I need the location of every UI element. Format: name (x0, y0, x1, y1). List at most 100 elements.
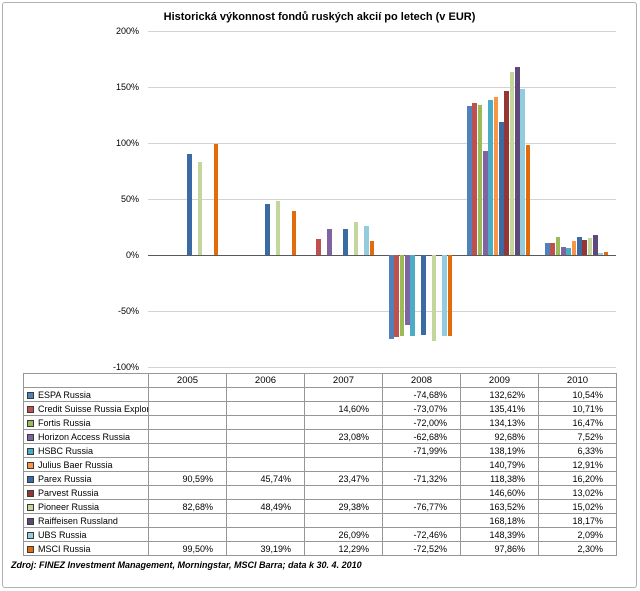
chart-bar (504, 90, 509, 255)
value-cell (226, 415, 305, 430)
value-cell (148, 527, 227, 542)
table-row: Raiffeisen Russland 168,18% 18,17% (23, 513, 617, 528)
value-cell (148, 401, 227, 416)
value-cell: 92,68% (460, 429, 539, 444)
chart-bar (509, 71, 515, 255)
value-cell: 12,29% (304, 541, 383, 556)
chart-bar (598, 252, 603, 255)
gridline (148, 367, 616, 368)
year-header: 2008 (382, 373, 461, 388)
value-cell: -72,52% (382, 541, 461, 556)
chart-bar (431, 255, 437, 341)
gridline (148, 31, 616, 32)
gridline (148, 311, 616, 312)
value-cell: 23,08% (304, 429, 383, 444)
legend-swatch (27, 391, 34, 399)
table-row: Credit Suisse Russia Explorer 14,60% -73,0… (23, 401, 617, 416)
value-cell (226, 513, 305, 528)
table-row: Parex Russia 90,59% 45,74% 23,47% -71,32% 118… (23, 471, 617, 486)
value-cell: 10,71% (538, 401, 617, 416)
chart-bar (593, 234, 598, 255)
chart-bar (493, 97, 499, 255)
table-row: Parvest Russia 146,60% 13,02% (23, 485, 617, 500)
legend-swatch (27, 545, 34, 553)
table-row: MSCI Russia 99,50% 39,19% 12,29% -72,52% 97,8… (23, 541, 617, 556)
series-name: Horizon Access Russia (38, 431, 131, 442)
chart-area: 200% 150% 100% 50% 0% -50% -100% (3, 23, 636, 373)
value-cell: 29,38% (304, 499, 383, 514)
gridline (148, 143, 616, 144)
legend-swatch (27, 405, 34, 413)
gridline (148, 87, 616, 88)
legend-swatch (27, 503, 34, 511)
value-cell (304, 443, 383, 458)
chart-title: Historická výkonnost fondů ruských akcií… (163, 11, 476, 23)
y-axis-label: 50% (120, 194, 139, 204)
chart-bar (399, 255, 405, 336)
chart-bar (410, 255, 415, 336)
value-cell: 90,59% (148, 471, 227, 486)
series-name: HSBC Russia (38, 445, 94, 456)
chart-bar (499, 122, 504, 255)
chart-bar (577, 236, 582, 255)
chart-bar (550, 243, 555, 255)
x-axis-line (148, 255, 616, 256)
chart-bar (515, 66, 520, 255)
chart-bar (291, 211, 297, 255)
chart-bar (566, 247, 571, 255)
value-cell (226, 527, 305, 542)
chart-bar (343, 228, 348, 255)
value-cell: 45,74% (226, 471, 305, 486)
chart-bar (467, 106, 472, 255)
legend-swatch (27, 433, 34, 441)
value-cell (148, 513, 227, 528)
chart-bar (265, 203, 270, 255)
value-cell: -71,32% (382, 471, 461, 486)
value-cell: 82,68% (148, 499, 227, 514)
value-cell: -72,00% (382, 415, 461, 430)
series-name: ESPA Russia (38, 389, 91, 400)
year-header: 2009 (460, 373, 539, 388)
chart-bar (421, 255, 426, 335)
value-cell: 148,39% (460, 527, 539, 542)
value-cell (304, 415, 383, 430)
table-row: Pioneer Russia 82,68% 48,49% 29,38% -76,77% 1… (23, 499, 617, 514)
value-cell: 132,62% (460, 387, 539, 402)
chart-bar (442, 255, 447, 337)
value-cell (148, 429, 227, 444)
value-cell (148, 485, 227, 500)
value-cell: 168,18% (460, 513, 539, 528)
value-cell: 13,02% (538, 485, 617, 500)
value-cell: 16,47% (538, 415, 617, 430)
value-cell: 14,60% (304, 401, 383, 416)
series-name: Credit Suisse Russia Explorer (38, 403, 149, 414)
value-cell (304, 387, 383, 402)
value-cell: -72,46% (382, 527, 461, 542)
chart-bar (477, 104, 483, 255)
value-cell (226, 401, 305, 416)
value-cell: -71,99% (382, 443, 461, 458)
chart-bar (197, 162, 203, 255)
value-cell: 97,86% (460, 541, 539, 556)
year-header: 2006 (226, 373, 305, 388)
table-row: HSBC Russia -71,99% 138,19% 6,33% (23, 443, 617, 458)
year-header: 2005 (148, 373, 227, 388)
value-cell (382, 513, 461, 528)
value-cell (148, 387, 227, 402)
data-table: 2005 2006 2007 2008 2009 2010 ESPA Russia -74,6… (23, 373, 617, 556)
value-cell: 138,19% (460, 443, 539, 458)
value-cell: 15,02% (538, 499, 617, 514)
plot-area (148, 31, 616, 368)
chart-bar (483, 151, 488, 255)
chart-bar (472, 103, 477, 255)
series-name-cell: Julius Baer Russia (23, 457, 149, 472)
value-cell: 2,30% (538, 541, 617, 556)
chart-bar (603, 252, 609, 255)
series-name: Parvest Russia (38, 487, 99, 498)
chart-bar (389, 255, 394, 339)
value-cell (226, 387, 305, 402)
y-axis-label: -100% (112, 362, 139, 372)
series-name: Pioneer Russia (38, 501, 100, 512)
chart-bar (571, 240, 577, 255)
